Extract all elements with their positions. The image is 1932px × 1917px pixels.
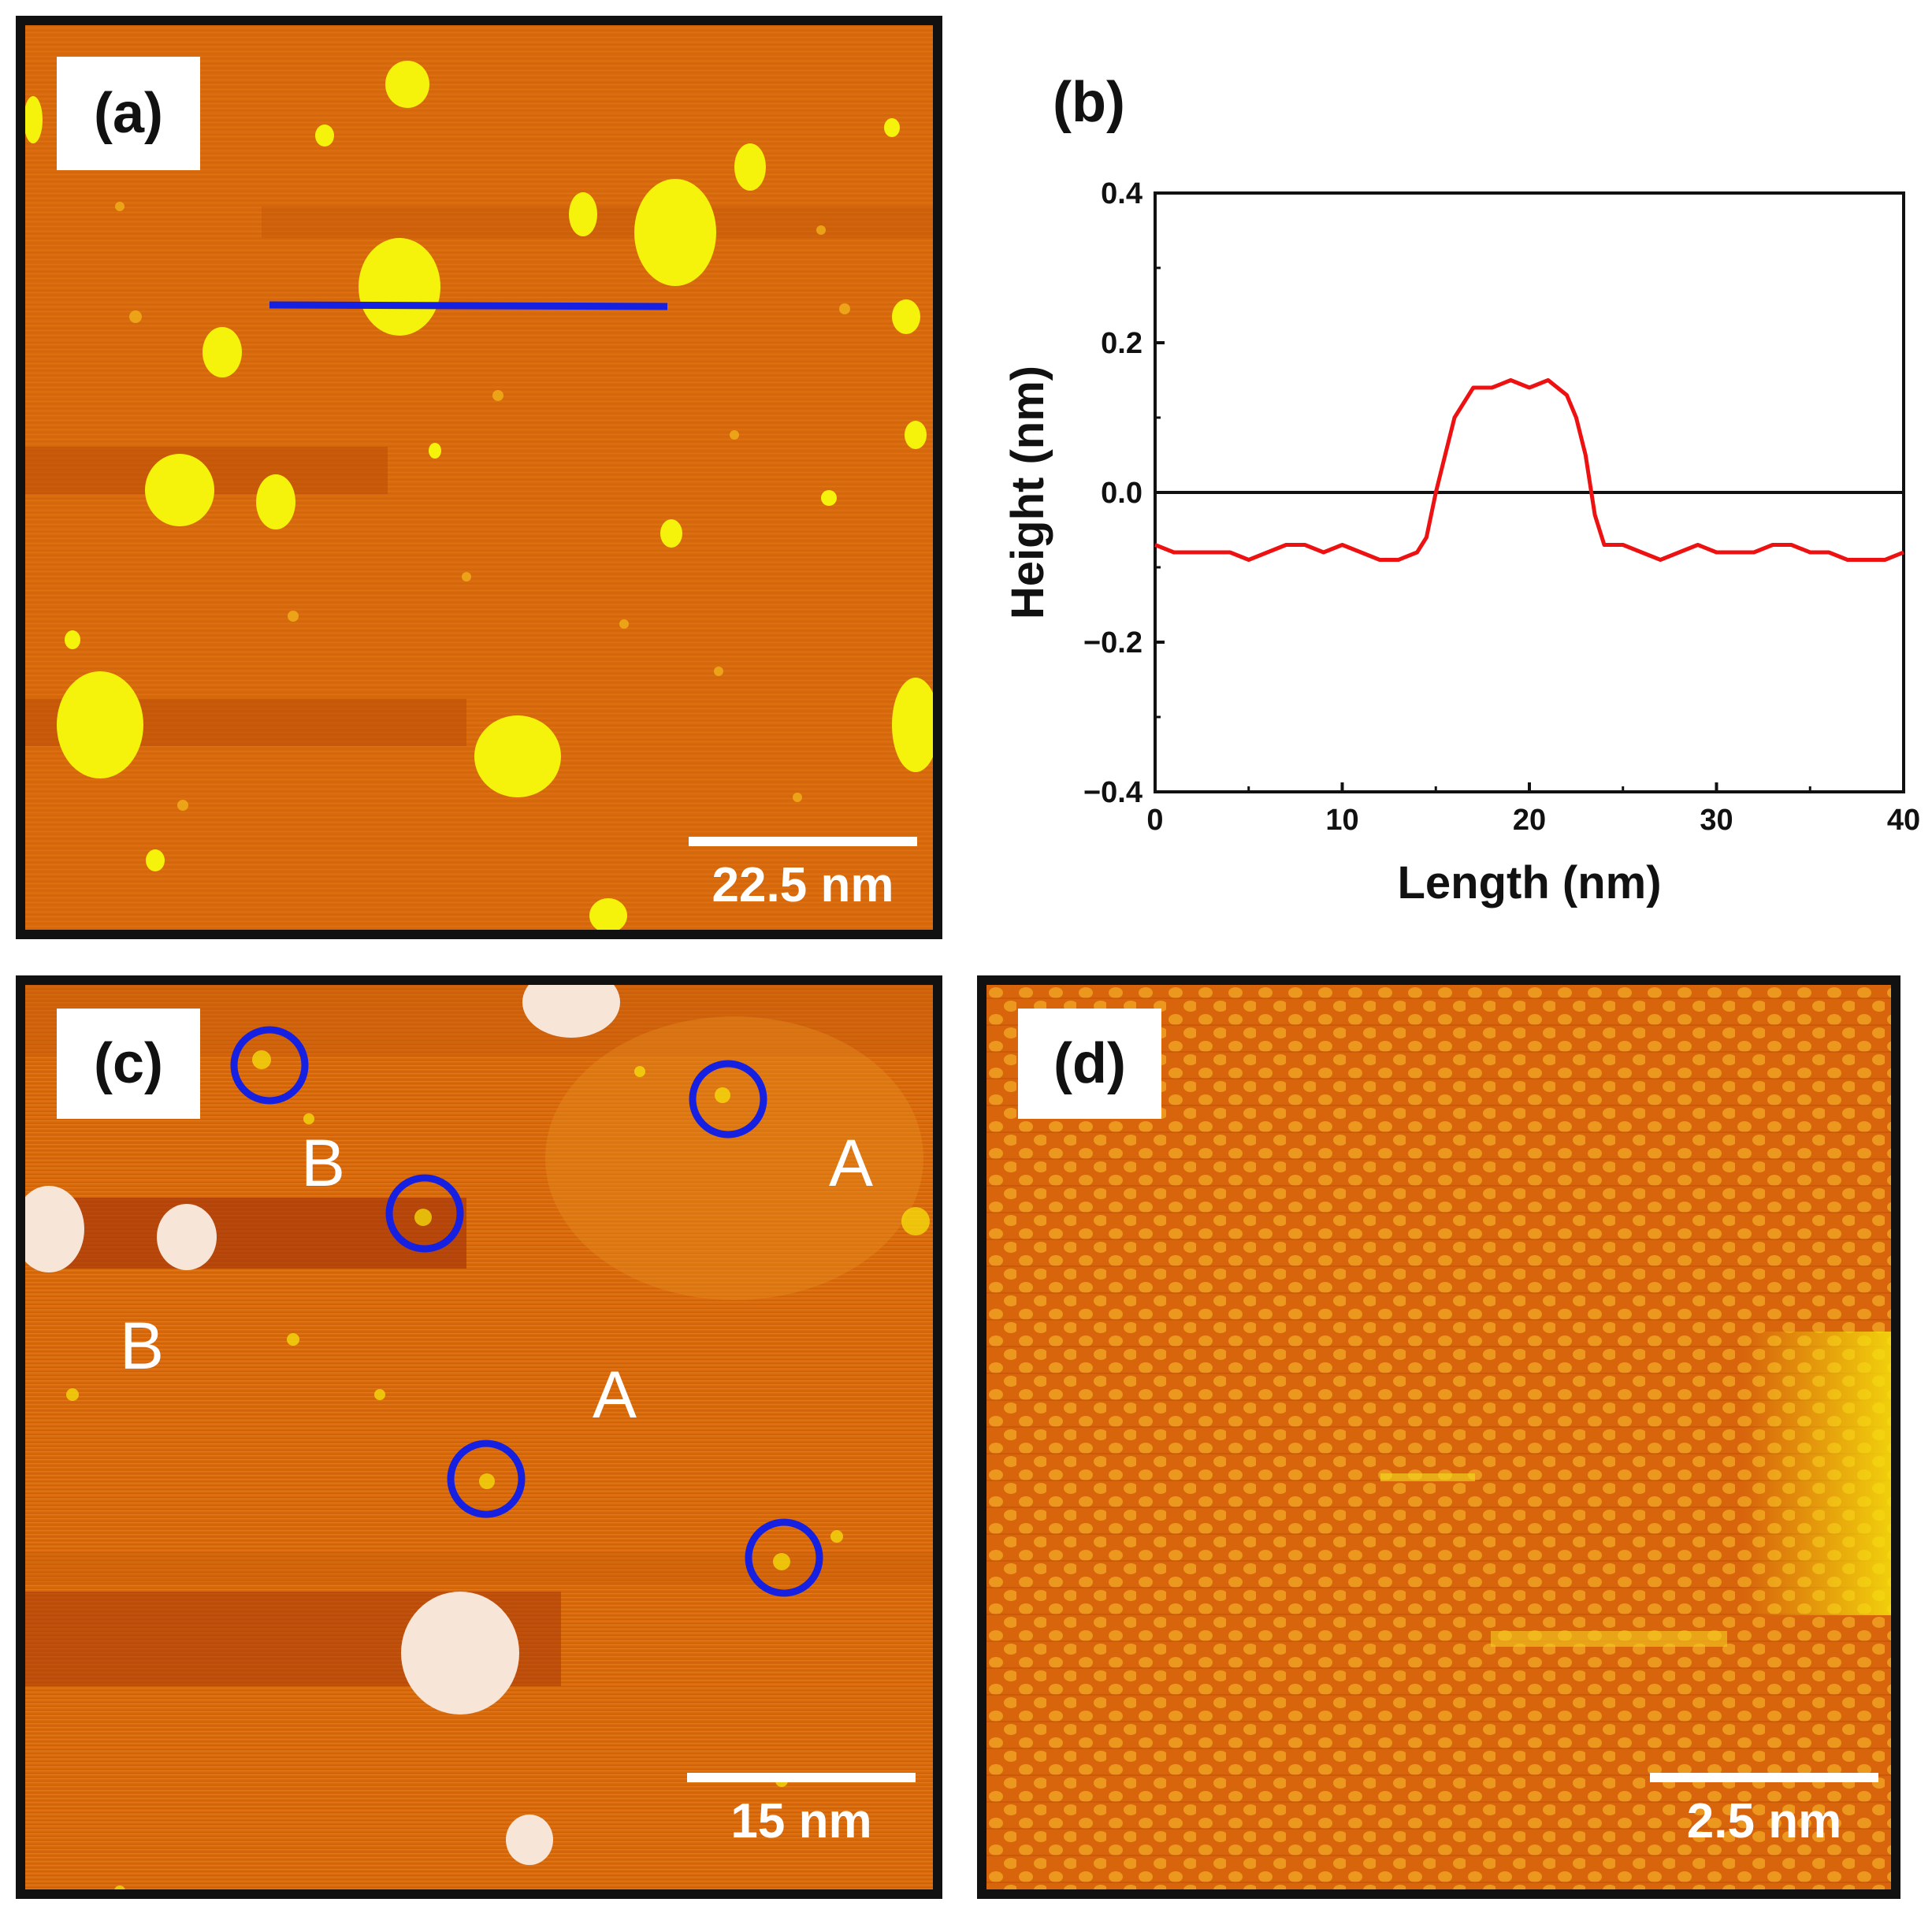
x-tick-label: 10 (1325, 804, 1358, 837)
panel-label-b: (b) (1053, 71, 1125, 134)
scale-bar-label: 15 nm (730, 1794, 872, 1848)
x-tick-label: 40 (1887, 804, 1920, 837)
scale-bar-label: 2.5 nm (1686, 1794, 1842, 1848)
afm-image-d (986, 985, 1891, 1889)
profile-line (269, 301, 668, 310)
y-tick-label: −0.4 (1083, 776, 1142, 809)
line-profile-chart: (b) 0 10 20 30 40 −0.4 −0.2 0.0 0.2 0.4 Length (nm… (974, 24, 1932, 938)
x-tick-label: 20 (1513, 804, 1546, 837)
marker-circles (230, 1026, 823, 1597)
scale-bar-label: 22.5 nm (711, 858, 894, 912)
y-tick-label: −0.2 (1083, 626, 1142, 659)
panel-a: (a) 22.5 nm (16, 16, 942, 939)
scale-bar-line (689, 837, 917, 846)
panel-c: (c) B A B A 15 nm (16, 975, 942, 1899)
x-tick-label: 0 (1146, 804, 1163, 837)
panel-label-d: (d) (1018, 1009, 1161, 1119)
scale-bar-c: 15 nm (687, 1773, 916, 1849)
y-tick-label: 0.4 (1101, 177, 1142, 210)
region-label-a-1: A (829, 1126, 874, 1200)
scale-bar-d: 2.5 nm (1650, 1773, 1878, 1849)
series-line-height-profile (1154, 378, 1904, 562)
scale-bar-line (1650, 1773, 1878, 1782)
y-axis-label: Height (nm) (1002, 366, 1053, 619)
afm-image-a (25, 25, 933, 930)
region-label-b-2: B (120, 1309, 165, 1383)
chart-svg: 0 10 20 30 40 −0.4 −0.2 0.0 0.2 0.4 Length (nm) Hei… (1002, 177, 1920, 908)
x-tick-label: 30 (1700, 804, 1733, 837)
y-tick-label: 0.0 (1101, 477, 1142, 510)
panel-d: (d) 2.5 nm (977, 975, 1900, 1899)
region-label-a-2: A (593, 1358, 637, 1432)
x-axis-label: Length (nm) (1397, 857, 1661, 908)
region-label-b-1: B (301, 1126, 346, 1200)
afm-image-c (25, 985, 933, 1889)
scale-bar-a: 22.5 nm (689, 837, 917, 913)
scale-bar-line (687, 1773, 916, 1782)
panel-label-a: (a) (57, 57, 200, 170)
y-tick-label: 0.2 (1101, 327, 1142, 360)
panel-label-c: (c) (57, 1009, 200, 1119)
